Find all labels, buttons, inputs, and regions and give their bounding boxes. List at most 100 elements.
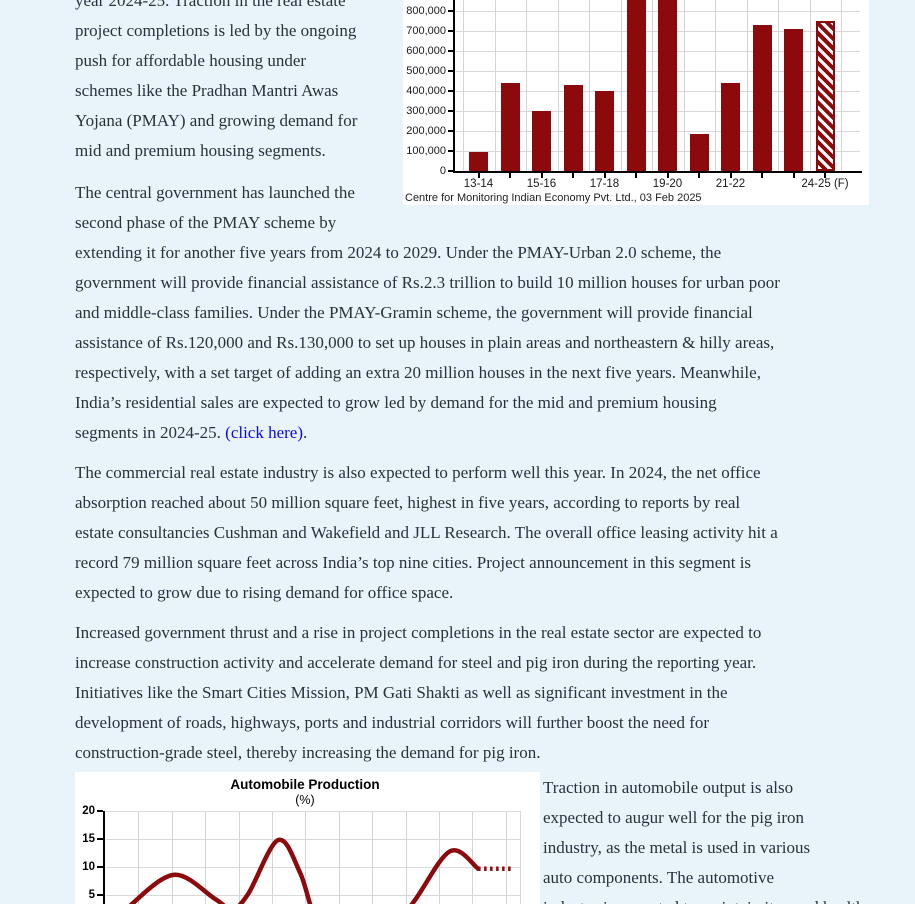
automobile-chart-panel: Automobile Production (%) 20 15 10 5 xyxy=(75,772,540,904)
grid-line-h xyxy=(106,811,520,812)
paragraph-commercial-real-estate: The commercial real estate industry is a… xyxy=(75,458,778,608)
grid-line-v xyxy=(809,0,811,171)
text-line: construction-grade steel, thereby increa… xyxy=(75,743,541,762)
text-line: auto components. The automotive xyxy=(543,868,775,887)
y-axis-tick xyxy=(97,894,103,896)
text-line: industry, as the metal is used in variou… xyxy=(543,838,811,857)
grid-line-v xyxy=(138,811,140,904)
text-line: industry is expected to maintain its goo… xyxy=(543,893,865,904)
grid-line-v xyxy=(526,0,527,171)
bar xyxy=(752,25,772,171)
grid-line-v xyxy=(505,811,507,904)
line-series xyxy=(128,837,481,904)
grid-line-v xyxy=(589,0,590,171)
grid-line-h xyxy=(106,867,520,868)
grid-line-v xyxy=(405,811,407,904)
y-axis-label: 20 xyxy=(82,805,95,817)
grid-line-v xyxy=(372,811,374,904)
y-axis-label: 15 xyxy=(82,833,95,845)
text-line: project completions is led by the ongoin… xyxy=(75,21,357,40)
grid-line-v xyxy=(715,0,716,171)
x-axis-tick xyxy=(635,173,637,178)
text-line: push for affordable housing under xyxy=(75,51,307,70)
x-axis-tick xyxy=(477,173,480,178)
bar xyxy=(626,0,646,171)
text-line: expected to augur well for the pig iron xyxy=(543,808,805,827)
bar-chart-panel: 0 100,000 200,000 300,000 400,000 500,000 600,… xyxy=(403,0,869,205)
text-line: India’s residential sales are expected t… xyxy=(75,393,717,412)
x-axis-tick xyxy=(603,173,606,178)
grid-line-h xyxy=(106,895,520,896)
y-axis xyxy=(103,811,105,904)
text-line: The commercial real estate industry is a… xyxy=(75,463,761,482)
y-axis-tick xyxy=(97,866,103,868)
paragraph-pmay-full: extending it for another five years from… xyxy=(75,238,780,418)
y-axis-label: 5 xyxy=(88,889,95,901)
bar xyxy=(721,83,740,171)
y-axis-label: 700,000 xyxy=(406,25,446,37)
grid-line-v xyxy=(746,0,748,171)
x-axis-tick xyxy=(698,173,700,178)
grid-line-v xyxy=(557,0,559,171)
grid-line-h xyxy=(106,839,520,840)
text-line: development of roads, highways, ports an… xyxy=(75,713,710,732)
text-before-link: segments in 2024-25. xyxy=(75,423,226,442)
x-axis-tick xyxy=(729,173,732,178)
y-axis-tick xyxy=(448,30,453,32)
text-line: Traction in automobile output is also xyxy=(543,778,794,797)
y-axis-label: 400,000 xyxy=(406,85,446,97)
y-axis-label: 800,000 xyxy=(406,5,446,17)
y-axis-tick xyxy=(448,70,453,72)
grid-line-v xyxy=(338,811,340,904)
text-line: estate consultancies Cushman and Wakefie… xyxy=(75,523,778,542)
grid-line-v xyxy=(778,0,779,171)
text-after-link: . xyxy=(303,423,308,442)
grid-line-v xyxy=(205,811,207,904)
y-axis-tick xyxy=(448,10,453,12)
x-axis-tick xyxy=(540,173,543,178)
y-axis-tick xyxy=(448,90,453,92)
x-axis-label: 24-25 (F) xyxy=(801,178,849,190)
grid-line-v xyxy=(683,0,685,171)
grid-line-v xyxy=(171,811,173,904)
paragraph-automobile: Traction in automobile output is also exp… xyxy=(543,773,865,904)
x-axis-tick xyxy=(509,173,511,178)
x-axis-tick xyxy=(761,173,763,178)
x-axis-label: 17-18 xyxy=(589,178,620,190)
y-axis-tick xyxy=(97,810,103,812)
grid-line-v xyxy=(439,811,440,904)
paragraph-construction-demand: Increased government thrust and a rise i… xyxy=(75,618,761,768)
grid-line-v xyxy=(652,0,653,171)
y-axis-tick xyxy=(448,170,453,172)
x-axis-tick xyxy=(666,173,669,178)
bar xyxy=(532,111,551,171)
y-axis-tick xyxy=(448,50,453,52)
x-axis-label: 21-22 xyxy=(715,178,746,190)
text-line: Yojana (PMAY) and growing demand for xyxy=(75,111,358,130)
bar xyxy=(563,85,583,171)
text-line: expected to grow due to rising demand fo… xyxy=(75,583,454,602)
text-line: record 79 million square feet across Ind… xyxy=(75,553,752,572)
text-line: and middle-class families. Under the PMA… xyxy=(75,303,753,322)
click-here-link[interactable]: (click here) xyxy=(225,423,304,442)
text-line: year 2024-25. Traction in the real estat… xyxy=(75,0,346,10)
grid-line-v xyxy=(472,811,474,904)
text-line: schemes like the Pradhan Mantri Awas xyxy=(75,81,339,100)
y-axis-label: 0 xyxy=(439,165,446,177)
bar xyxy=(500,83,520,171)
x-axis-tick xyxy=(792,173,795,178)
x-axis-label: 19-20 xyxy=(652,178,683,190)
grid-line-v xyxy=(272,811,273,904)
text-line: The central government has launched the xyxy=(75,183,355,202)
y-axis-label: 300,000 xyxy=(406,105,446,117)
x-axis-tick xyxy=(824,173,826,178)
x-axis-label: 15-16 xyxy=(526,178,557,190)
y-axis xyxy=(453,0,455,173)
x-axis-label: 13-14 xyxy=(463,178,494,190)
grid-line-v xyxy=(305,811,307,904)
text-line: increase construction activity and accel… xyxy=(75,653,757,672)
y-axis-label: 10 xyxy=(82,861,95,873)
y-axis-label: 200,000 xyxy=(406,125,446,137)
grid-line-v xyxy=(620,0,622,171)
